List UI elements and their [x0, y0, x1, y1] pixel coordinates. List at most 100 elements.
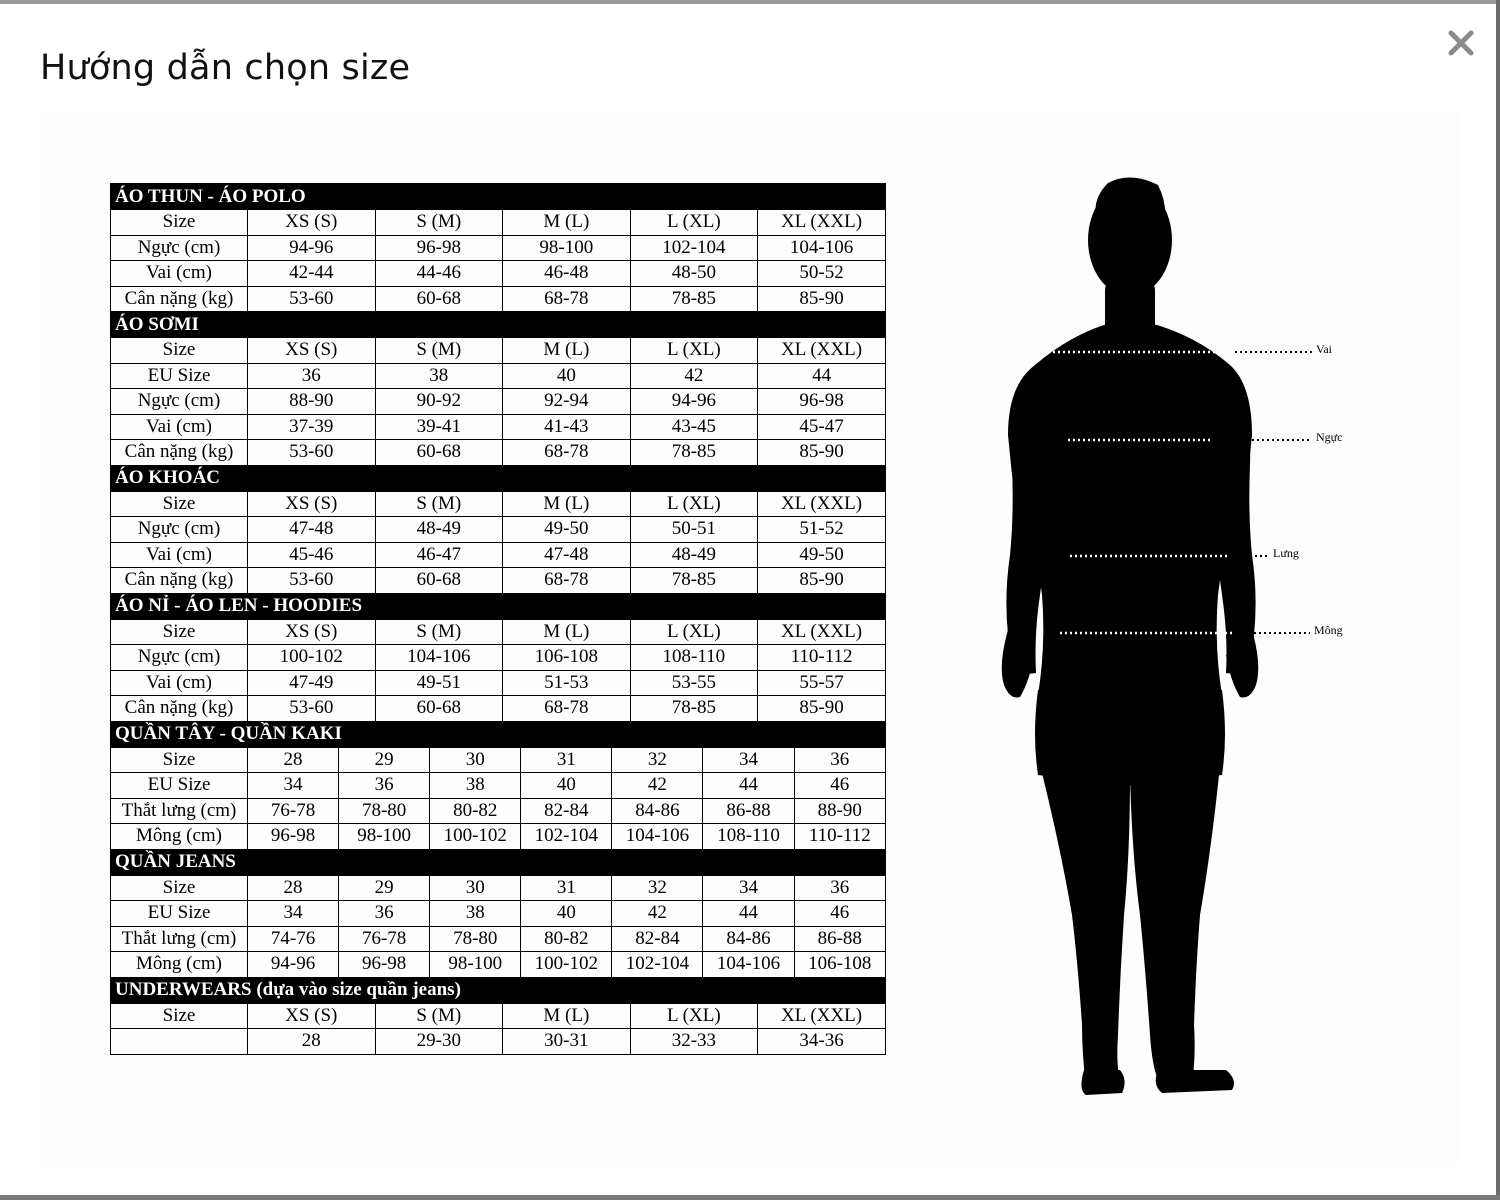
table-row: 28 29-30 30-31 32-33 34-36 — [110, 1028, 886, 1055]
table-cell: 48-50 — [629, 260, 759, 287]
table-cell: 47-48 — [502, 541, 631, 568]
table-cell: 38 — [429, 900, 522, 927]
table-cell: XL (XXL) — [757, 490, 886, 517]
table-cell: 78-80 — [429, 925, 522, 952]
row-label-cell: Cân nặng (kg) — [110, 439, 248, 466]
table-cell: 96-98 — [338, 951, 431, 978]
table-cell: 68-78 — [502, 285, 631, 312]
row-label-cell: EU Size — [110, 900, 248, 927]
table-cell: 46-48 — [502, 260, 631, 287]
row-label-cell: EU Size — [110, 362, 248, 389]
table-cell: 106-108 — [793, 951, 887, 978]
row-label-cell: Cân nặng (kg) — [110, 567, 248, 594]
table-cell: 53-60 — [247, 439, 376, 466]
table-row: Ngực (cm) 94-96 96-98 98-100 102-104 104-106 — [110, 234, 886, 261]
table-cell: 96-98 — [757, 388, 886, 415]
table-row: Vai (cm) 42-44 44-46 46-48 48-50 50-52 — [110, 260, 886, 287]
row-label-cell: Size — [110, 1002, 248, 1029]
table-cell: 29 — [338, 874, 431, 901]
table-cell: XL (XXL) — [757, 337, 886, 364]
bottom-border — [0, 1195, 1500, 1200]
table-cell: 32 — [611, 746, 704, 773]
table-cell: 34 — [246, 900, 340, 927]
table-cell: 47-49 — [247, 669, 376, 696]
section-title: QUẦN TÂY - QUẦN KAKI — [110, 720, 886, 748]
table-cell: 88-90 — [247, 388, 376, 415]
section-title-row: ÁO SƠMI — [110, 311, 886, 338]
table-cell: 30-31 — [502, 1028, 631, 1055]
table-cell: 85-90 — [757, 695, 886, 722]
table-cell: 44 — [702, 900, 795, 927]
table-row: EU Size 36 38 40 42 44 — [110, 362, 886, 389]
section-title-row: QUẦN TÂY - QUẦN KAKI — [110, 720, 886, 748]
size-table: ÁO THUN - ÁO POLO Size XS (S) S (M) M (L) L (… — [110, 183, 887, 1055]
table-header-row: Size XS (S) S (M) M (L) L (XL) XL (XXL) — [110, 490, 886, 517]
table-cell: 49-50 — [502, 516, 631, 543]
table-row: Vai (cm) 47-49 49-51 51-53 53-55 55-57 — [110, 669, 886, 696]
table-row: Thắt lưng (cm) 76-78 78-80 80-82 82-84 84-86 8… — [110, 797, 887, 824]
table-cell: M (L) — [502, 1002, 631, 1029]
table-cell: S (M) — [374, 1002, 504, 1029]
section-title-row: UNDERWEARS (dựa vào size quần jeans) — [110, 976, 886, 1004]
table-cell: 78-85 — [629, 285, 759, 312]
table-row: Ngực (cm) 47-48 48-49 49-50 50-51 51-52 — [110, 516, 886, 543]
table-cell: 92-94 — [502, 388, 631, 415]
table-cell: 80-82 — [429, 797, 522, 824]
table-row: Mông (cm) 96-98 98-100 100-102 102-104 104-10… — [110, 823, 887, 850]
table-cell: 84-86 — [611, 797, 704, 824]
table-header-row: Size XS (S) S (M) M (L) L (XL) XL (XXL) — [110, 1002, 886, 1029]
row-label-cell: Size — [110, 874, 248, 901]
table-cell: 85-90 — [757, 285, 886, 312]
table-cell: 51-52 — [757, 516, 886, 543]
table-cell: 34 — [246, 772, 340, 799]
table-cell: 31 — [520, 746, 613, 773]
table-cell: 94-96 — [247, 234, 376, 261]
table-cell: 49-51 — [374, 669, 504, 696]
section-title-row: QUẦN JEANS — [110, 848, 886, 876]
table-cell: 45-47 — [757, 413, 886, 440]
table-cell: 84-86 — [702, 925, 795, 952]
table-cell: M (L) — [502, 337, 631, 364]
table-header-row: Size XS (S) S (M) M (L) L (XL) XL (XXL) — [110, 337, 886, 364]
table-cell: 90-92 — [374, 388, 504, 415]
section-title-row: ÁO THUN - ÁO POLO — [110, 183, 886, 210]
table-cell: L (XL) — [629, 337, 759, 364]
table-cell: 82-84 — [520, 797, 613, 824]
row-label-cell: Size — [110, 618, 248, 645]
table-cell: 34-36 — [757, 1028, 886, 1055]
table-cell: L (XL) — [629, 618, 759, 645]
table-cell: XS (S) — [247, 490, 376, 517]
close-icon[interactable] — [1444, 26, 1478, 60]
table-cell: 60-68 — [374, 439, 504, 466]
row-label-cell: Size — [110, 746, 248, 773]
table-cell: 104-106 — [374, 644, 504, 671]
table-cell: S (M) — [374, 490, 504, 517]
table-row: Cân nặng (kg) 53-60 60-68 68-78 78-85 85-90 — [110, 439, 886, 466]
row-label-cell: Ngực (cm) — [110, 388, 248, 415]
table-cell: 32-33 — [629, 1028, 759, 1055]
table-cell: 28 — [246, 746, 340, 773]
table-cell: 68-78 — [502, 567, 631, 594]
table-cell: 53-60 — [247, 695, 376, 722]
row-label-cell: Size — [110, 490, 248, 517]
table-cell: 102-104 — [611, 951, 704, 978]
table-cell: 47-48 — [247, 516, 376, 543]
table-cell: 86-88 — [793, 925, 887, 952]
row-label-cell: Thắt lưng (cm) — [110, 925, 248, 952]
row-label-cell: Mông (cm) — [110, 951, 248, 978]
table-cell: 53-60 — [247, 567, 376, 594]
table-row: Cân nặng (kg) 53-60 60-68 68-78 78-85 85-90 — [110, 285, 886, 312]
row-label-cell: Thắt lưng (cm) — [110, 797, 248, 824]
right-border — [1496, 0, 1500, 1200]
table-cell: 41-43 — [502, 413, 631, 440]
table-cell: 30 — [429, 746, 522, 773]
table-cell: 110-112 — [793, 823, 887, 850]
table-cell: 29 — [338, 746, 431, 773]
table-cell: 30 — [429, 874, 522, 901]
table-cell: 40 — [520, 772, 613, 799]
table-cell: 46 — [793, 772, 887, 799]
table-cell: 94-96 — [246, 951, 340, 978]
table-cell: 51-53 — [502, 669, 631, 696]
table-cell: 37-39 — [247, 413, 376, 440]
table-cell: 28 — [246, 874, 340, 901]
